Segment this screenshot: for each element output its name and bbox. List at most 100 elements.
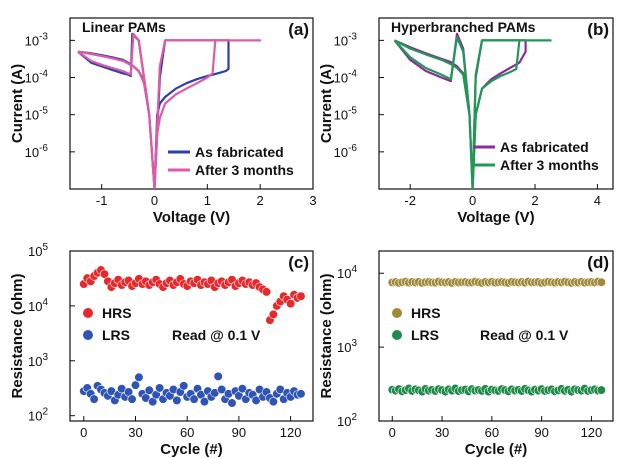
y-tick-exponent: -4 (348, 69, 357, 80)
y-tick-label: 10-4 (25, 69, 49, 86)
y-tick-label: 104 (337, 264, 357, 281)
y-tick-base: 10 (28, 409, 42, 424)
data-point (268, 309, 278, 319)
y-tick-base: 10 (334, 71, 348, 86)
x-axis-label: Voltage (V) (457, 209, 534, 226)
x-axis-label: Voltage (V) (153, 209, 230, 226)
y-tick-exponent: 2 (42, 407, 48, 418)
y-tick-base: 10 (334, 145, 348, 160)
panel-title: Hyperbranched PAMs (391, 19, 536, 35)
y-tick-base: 10 (28, 354, 42, 369)
legend-label: As fabricated (500, 139, 589, 155)
x-axis-label: Cycle (#) (160, 441, 223, 458)
x-tick-label: 0 (469, 193, 476, 208)
x-tick-label: 30 (435, 425, 449, 440)
panel-label: (c) (288, 253, 309, 272)
x-tick-label: 120 (280, 425, 302, 440)
x-tick-label: -1 (96, 193, 108, 208)
y-tick-label: 10-5 (334, 106, 358, 123)
data-point (296, 389, 306, 399)
y-tick-exponent: 4 (42, 297, 48, 308)
legend: HRS LRS (83, 305, 132, 343)
y-tick-base: 10 (25, 108, 39, 123)
y-tick-label: 105 (28, 242, 48, 259)
y-tick-label: 102 (337, 412, 357, 429)
y-tick-label: 10-6 (25, 143, 49, 160)
y-axis-label: Current (A) (318, 64, 335, 143)
y-tick-exponent: -5 (39, 106, 48, 117)
data-point (596, 385, 606, 395)
x-tick-label: 0 (80, 425, 87, 440)
y-tick-base: 10 (334, 108, 348, 123)
y-axis-label: Current (A) (9, 64, 26, 143)
panel-label: (a) (288, 20, 309, 39)
y-tick-exponent: 3 (42, 352, 48, 363)
data-point (172, 395, 182, 405)
series-line-1 (393, 36, 552, 189)
x-tick-label: 4 (594, 193, 601, 208)
x-tick-label: 60 (485, 425, 499, 440)
y-tick-base: 10 (25, 145, 39, 160)
data-point (285, 299, 296, 309)
legend: As fabricated After 3 months (473, 139, 599, 173)
data-point (237, 384, 247, 394)
y-tick-label: 10-3 (25, 31, 49, 48)
data-point (144, 385, 154, 395)
y-tick-label: 10-6 (334, 143, 358, 160)
x-tick-label: 2 (531, 193, 538, 208)
data-point (296, 291, 306, 301)
legend-label: After 3 months (500, 157, 599, 173)
y-tick-label: 10-5 (25, 106, 49, 123)
y-tick-base: 10 (334, 33, 348, 48)
read-annotation: Read @ 0.1 V (480, 327, 569, 343)
panel-label: (d) (587, 253, 609, 272)
legend-label: LRS (102, 327, 130, 343)
read-annotation: Read @ 0.1 V (172, 327, 261, 343)
y-tick-exponent: -5 (348, 106, 357, 117)
x-tick-label: -2 (404, 193, 416, 208)
y-axis-label: Resistance (ohm) (9, 273, 26, 398)
data-point (89, 394, 99, 404)
legend-label: After 3 months (195, 162, 294, 178)
y-tick-exponent: -6 (348, 143, 357, 154)
y-tick-exponent: 2 (351, 412, 357, 423)
y-tick-base: 10 (337, 266, 351, 281)
data-point (189, 394, 199, 404)
data-layer (393, 32, 552, 189)
y-tick-label: 103 (28, 352, 48, 369)
x-tick-label: 60 (180, 425, 194, 440)
data-point (199, 397, 210, 407)
y-tick-exponent: 4 (351, 264, 357, 275)
y-tick-base: 10 (25, 33, 39, 48)
legend-swatch (392, 308, 402, 318)
x-tick-label: 90 (534, 425, 548, 440)
y-tick-exponent: -3 (39, 31, 48, 42)
legend-swatch (392, 330, 402, 340)
data-point (596, 277, 606, 287)
y-tick-label: 103 (337, 338, 357, 355)
data-point (127, 394, 137, 404)
x-tick-label: 3 (309, 193, 316, 208)
y-tick-label: 10-4 (334, 69, 358, 86)
legend-label: HRS (411, 305, 441, 321)
legend-swatch (83, 308, 93, 318)
plot-frame (378, 17, 614, 190)
data-point (261, 287, 272, 297)
y-tick-exponent: -4 (39, 69, 48, 80)
data-point (217, 384, 227, 395)
legend-label: HRS (102, 305, 132, 321)
legend: HRS LRS (392, 305, 441, 343)
x-tick-label: 1 (204, 193, 211, 208)
x-tick-label: 30 (128, 425, 142, 440)
y-tick-base: 10 (28, 299, 42, 314)
data-point (130, 380, 141, 390)
data-layer (77, 32, 262, 189)
legend-label: As fabricated (195, 144, 284, 160)
y-tick-base: 10 (337, 414, 351, 429)
series-line-0 (393, 32, 527, 189)
data-layer (79, 265, 306, 408)
